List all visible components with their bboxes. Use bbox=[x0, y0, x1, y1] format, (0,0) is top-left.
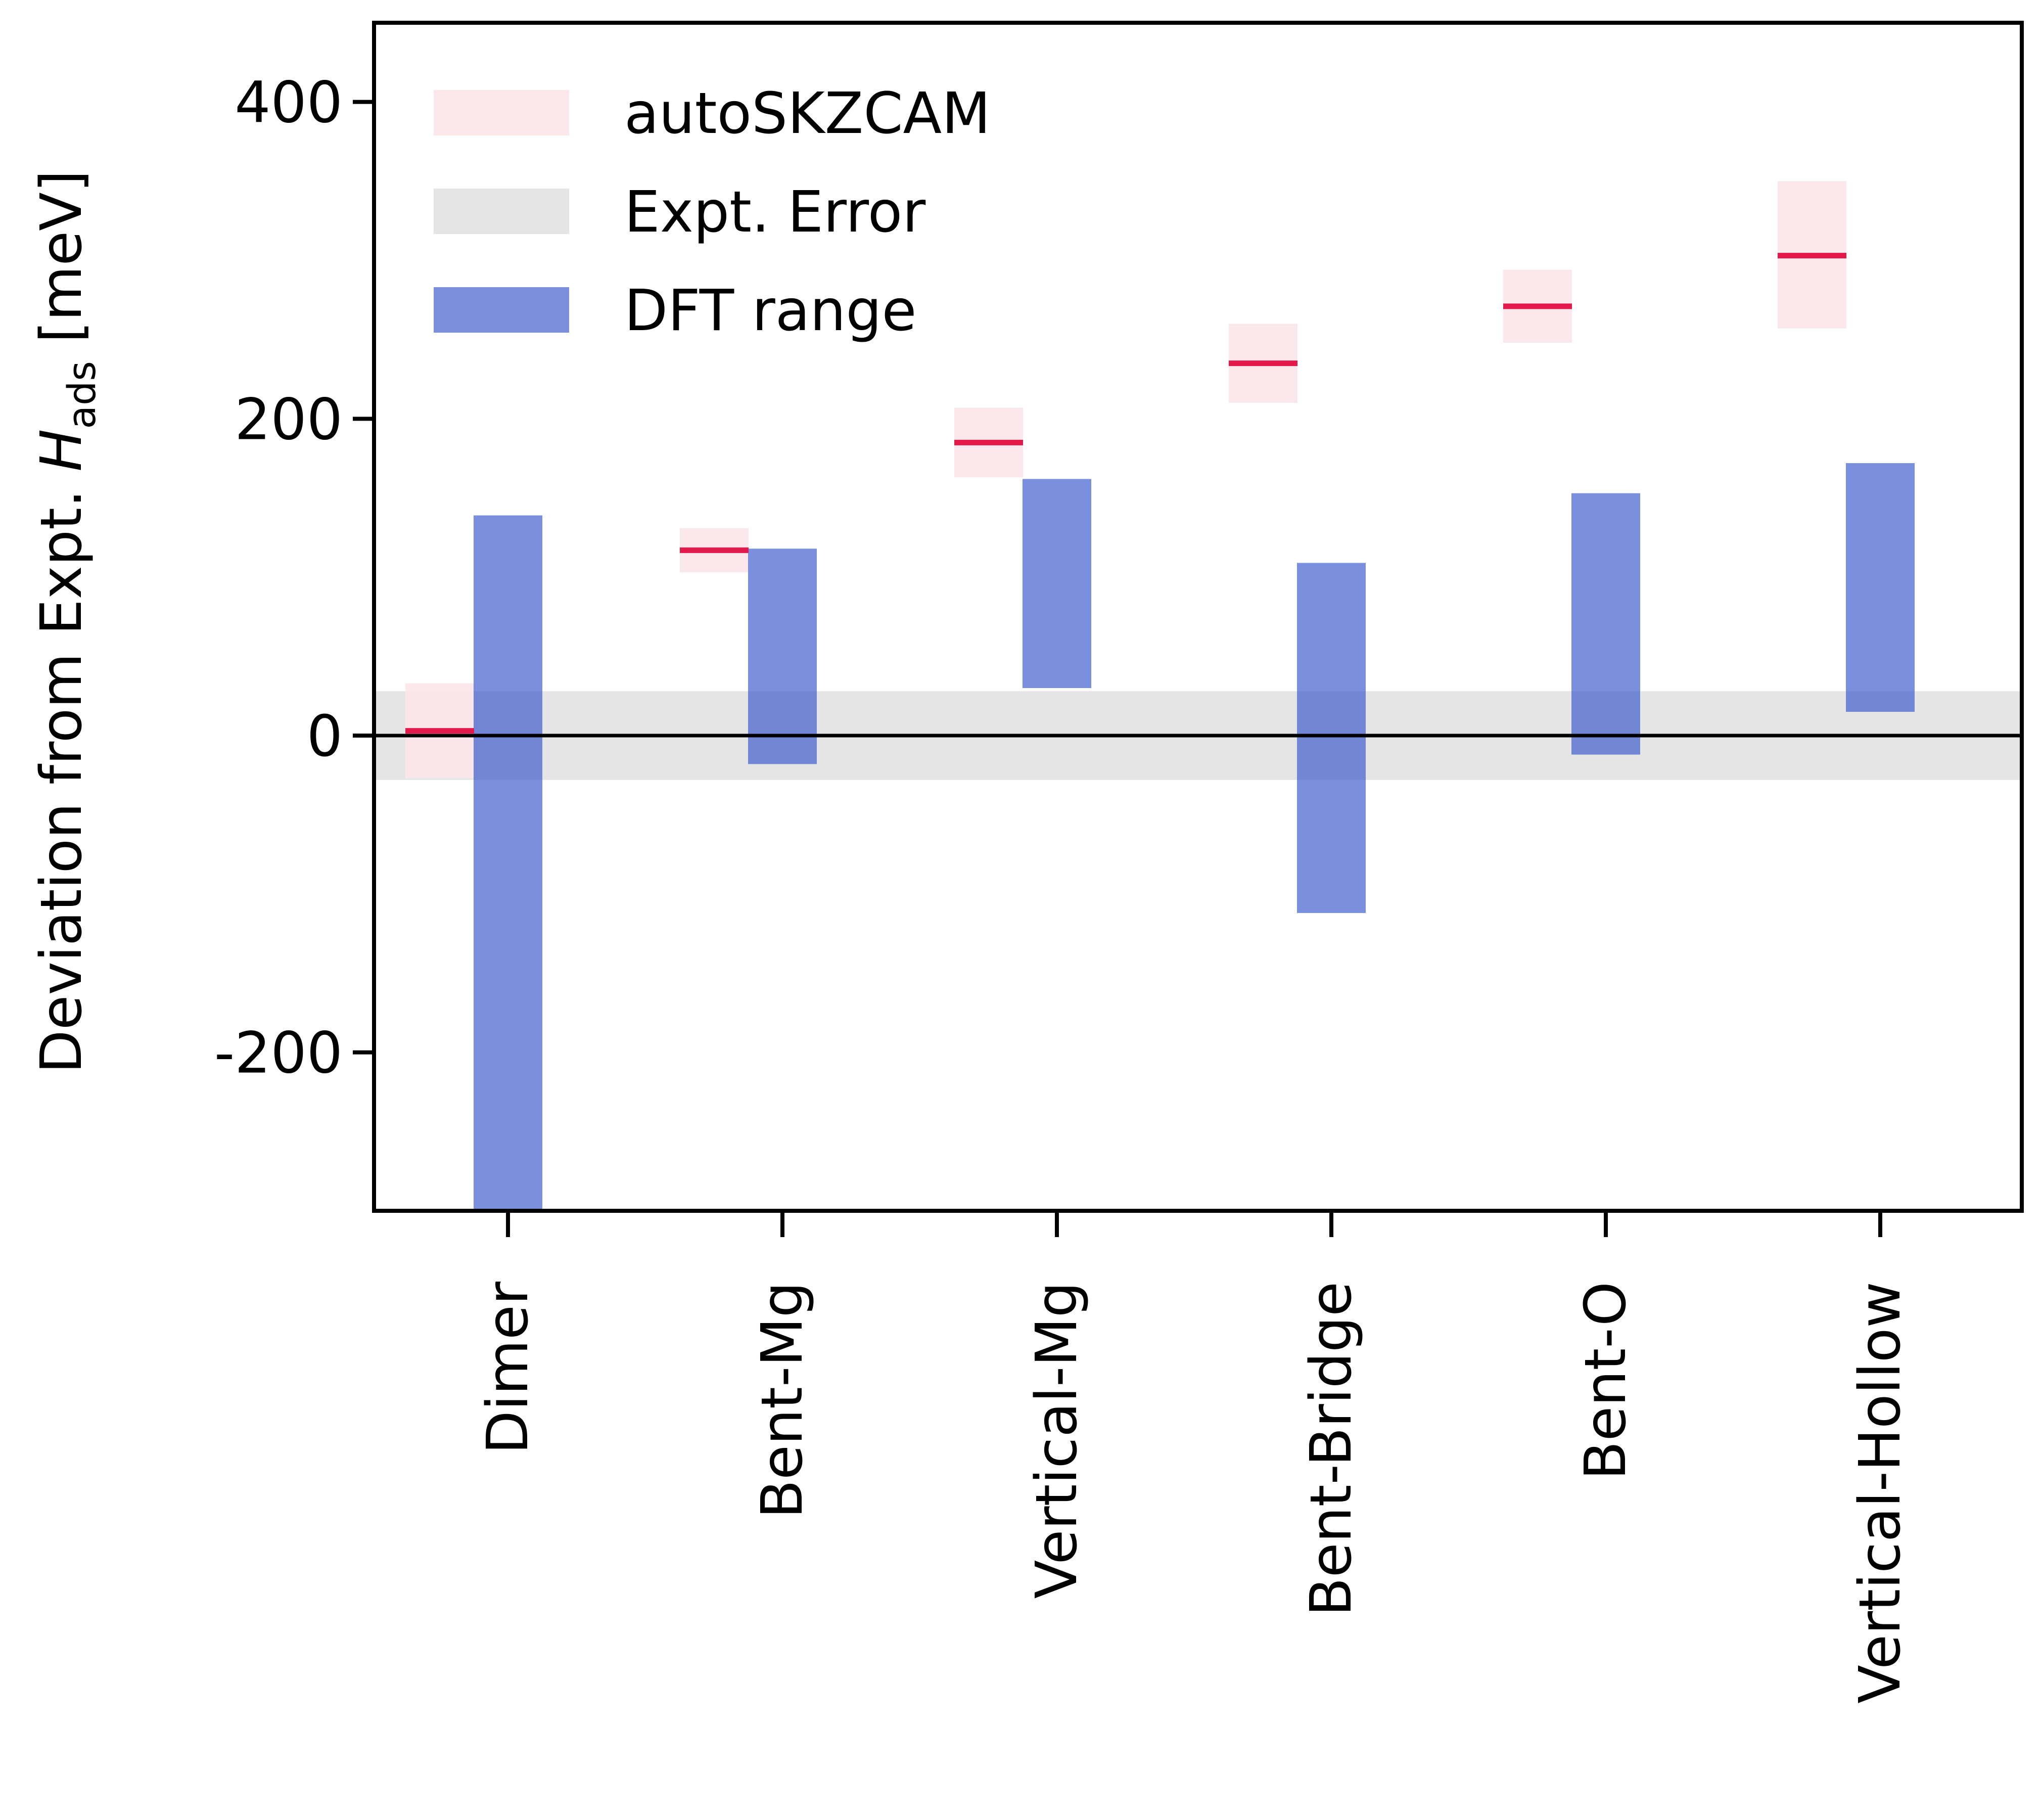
y-tick-label: -200 bbox=[214, 1021, 343, 1086]
x-tick-label: Vertical-Hollow bbox=[1847, 1282, 1913, 1704]
legend: autoSKZCAM Expt. Error DFT range bbox=[434, 81, 991, 344]
legend-label: Expt. Error bbox=[624, 179, 926, 245]
plot-frame bbox=[372, 21, 2024, 1213]
plot-content bbox=[374, 181, 2022, 1211]
x-tick-label: Vertical-Mg bbox=[1024, 1282, 1090, 1599]
axes: -200 0 200 400 Dimer Bent-Mg Vertical-Mg Bent-B… bbox=[214, 21, 2024, 1704]
dft-range-bar bbox=[1571, 493, 1640, 755]
y-tick-label: 200 bbox=[235, 387, 343, 452]
legend-swatch bbox=[434, 287, 569, 333]
x-tick-label: Dimer bbox=[475, 1281, 541, 1454]
y-axis-label: Deviation from Expt. Hads [meV] bbox=[29, 170, 104, 1073]
y-axis-label-prefix: Deviation from Expt. bbox=[29, 472, 95, 1074]
dft-range-bar bbox=[474, 515, 542, 1211]
x-tick-label: Bent-Mg bbox=[750, 1282, 815, 1519]
y-tick-label: 0 bbox=[307, 704, 343, 769]
x-tick-label: Bent-O bbox=[1573, 1282, 1639, 1480]
dft-range-bar bbox=[1023, 479, 1091, 688]
y-tick-label: 400 bbox=[235, 70, 343, 136]
y-axis-label-variable: H bbox=[29, 429, 95, 472]
legend-label: autoSKZCAM bbox=[624, 81, 991, 147]
dft-range-bar bbox=[1297, 563, 1366, 913]
dft-range-bar bbox=[1846, 463, 1915, 712]
y-axis-label-suffix: [meV] bbox=[29, 170, 95, 361]
y-axis-label-subscript: ads bbox=[59, 361, 104, 429]
legend-label: DFT range bbox=[624, 278, 916, 344]
dft-range-bar bbox=[748, 549, 817, 764]
legend-swatch bbox=[434, 189, 569, 234]
legend-swatch bbox=[434, 90, 569, 135]
x-tick-label: Bent-Bridge bbox=[1298, 1282, 1364, 1616]
